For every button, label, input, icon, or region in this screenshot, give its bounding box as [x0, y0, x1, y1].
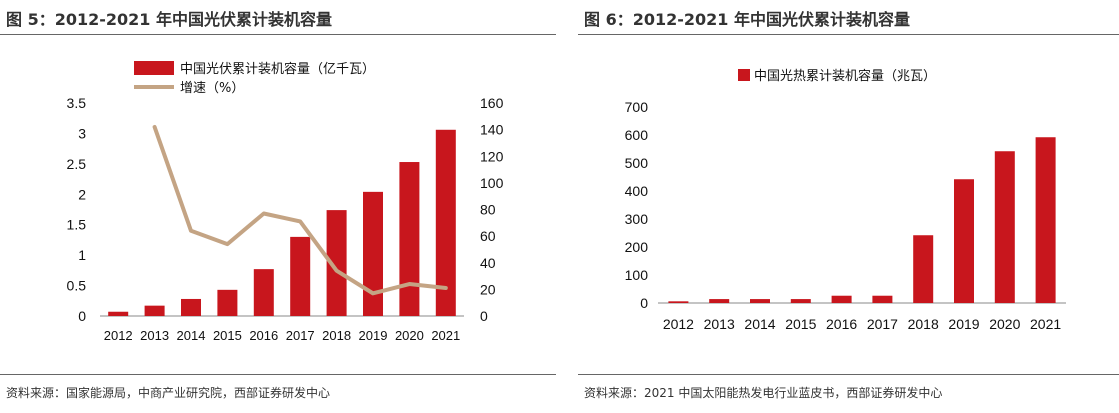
bar — [435, 129, 456, 316]
y-tick-label: 500 — [625, 155, 649, 171]
figure-6-bottom-rule — [578, 374, 1119, 375]
legend-bar-swatch — [134, 61, 174, 75]
figure-6-plot-area: 0 100 200 300 400 500 600 700 2012 2013 2014 2015 20… — [625, 99, 1066, 332]
y-tick-label: 400 — [625, 183, 649, 199]
legend-bar-label: 中国光热累计装机容量（兆瓦） — [754, 68, 936, 84]
y-tick-label: 2 — [78, 186, 86, 202]
legend-line-label: 增速（%） — [180, 81, 244, 96]
bar — [217, 289, 238, 316]
x-tick-label: 2012 — [104, 328, 133, 343]
x-tick-label: 2012 — [663, 316, 694, 332]
x-tick-label: 2021 — [1030, 316, 1061, 332]
y2-tick-label: 0 — [480, 308, 488, 324]
y-tick-label: 600 — [625, 127, 649, 143]
y-tick-label: 3 — [78, 125, 86, 141]
x-tick-label: 2018 — [908, 316, 939, 332]
x-tick-label: 2016 — [249, 328, 278, 343]
figure-5-chart: 中国光伏累计装机容量（亿千瓦） 增速（%） 0 0.5 1 1.5 2 2.5 3 3.5 0 2… — [67, 61, 504, 343]
bar — [954, 179, 974, 303]
y-tick-label: 3.5 — [67, 95, 87, 111]
figure-5-source: 资料来源：国家能源局，中商产业研究院，西部证券研发中心 — [6, 386, 331, 400]
series-line — [152, 124, 448, 296]
y2-tick-label: 160 — [480, 95, 504, 111]
y-tick-label: 1.5 — [67, 217, 87, 233]
bar — [1035, 137, 1056, 303]
figure-5-panel: 图 5：2012-2021 年中国光伏累计装机容量 中国光伏累计装机容量（亿千瓦… — [0, 0, 556, 413]
x-tick-label: 2015 — [785, 316, 816, 332]
figure-6-source: 资料来源：2021 中国太阳能热发电行业蓝皮书，西部证券研发中心 — [584, 386, 943, 400]
x-tick-label: 2019 — [948, 316, 979, 332]
bar — [750, 299, 770, 303]
x-tick-label: 2016 — [826, 316, 857, 332]
x-tick-label: 2013 — [140, 328, 169, 343]
x-tick-label: 2020 — [395, 328, 424, 343]
y-tick-label: 0 — [640, 295, 648, 311]
y-tick-label: 300 — [625, 211, 649, 227]
figure-5-legend: 中国光伏累计装机容量（亿千瓦） 增速（%） — [134, 61, 375, 96]
figure-6-chart: 中国光热累计装机容量（兆瓦） 0 100 200 300 400 500 600 700 201… — [625, 68, 1066, 332]
x-tick-label: 2015 — [213, 328, 242, 343]
x-tick-label: 2017 — [867, 316, 898, 332]
bar — [994, 151, 1015, 303]
y-tick-label: 2.5 — [67, 156, 87, 172]
y2-tick-label: 80 — [480, 202, 496, 218]
figure-5-title: 图 5：2012-2021 年中国光伏累计装机容量 — [6, 10, 332, 29]
y2-tick-label: 140 — [480, 122, 504, 138]
bar — [790, 299, 811, 303]
y-tick-label: 200 — [625, 239, 649, 255]
figure-6-panel: 图 6：2012-2021 年中国光伏累计装机容量 中国光热累计装机容量（兆瓦）… — [578, 0, 1119, 413]
y2-tick-label: 40 — [480, 255, 496, 271]
x-tick-label: 2018 — [322, 328, 351, 343]
bar — [831, 295, 852, 303]
y-tick-label: 0.5 — [67, 278, 87, 294]
x-tick-label: 2014 — [177, 328, 206, 343]
bar — [709, 299, 730, 303]
x-tick-label: 2014 — [744, 316, 775, 332]
figure-5-top-rule — [0, 34, 556, 35]
bar — [399, 162, 420, 316]
bar — [913, 235, 934, 303]
y-tick-label: 1 — [78, 247, 86, 263]
bar — [181, 298, 201, 316]
bar — [872, 295, 893, 303]
figure-5-bottom-rule — [0, 374, 556, 375]
x-tick-label: 2020 — [989, 316, 1020, 332]
figure-6-title: 图 6：2012-2021 年中国光伏累计装机容量 — [584, 10, 910, 29]
bar — [668, 301, 689, 303]
y-tick-label: 700 — [625, 99, 649, 115]
figure-6-legend: 中国光热累计装机容量（兆瓦） — [738, 68, 936, 84]
y-tick-label: 0 — [78, 308, 86, 324]
legend-bar-swatch — [738, 69, 750, 81]
x-tick-label: 2017 — [286, 328, 315, 343]
bar — [108, 311, 129, 316]
y2-tick-label: 100 — [480, 175, 504, 191]
y2-tick-label: 120 — [480, 148, 504, 164]
bar — [290, 236, 311, 316]
bar — [363, 191, 383, 316]
y2-tick-label: 60 — [480, 228, 496, 244]
legend-bar-label: 中国光伏累计装机容量（亿千瓦） — [180, 61, 375, 77]
y2-tick-label: 20 — [480, 281, 496, 297]
y-tick-label: 100 — [625, 267, 649, 283]
figure-6-top-rule — [578, 34, 1119, 35]
x-tick-label: 2013 — [704, 316, 735, 332]
x-tick-label: 2019 — [359, 328, 388, 343]
figure-5-plot-area: 0 0.5 1 1.5 2 2.5 3 3.5 0 20 40 60 80 100 120 140 160 201… — [67, 95, 504, 343]
bar — [253, 269, 274, 316]
bar — [144, 305, 165, 316]
x-tick-label: 2021 — [431, 328, 460, 343]
bar — [326, 210, 347, 316]
